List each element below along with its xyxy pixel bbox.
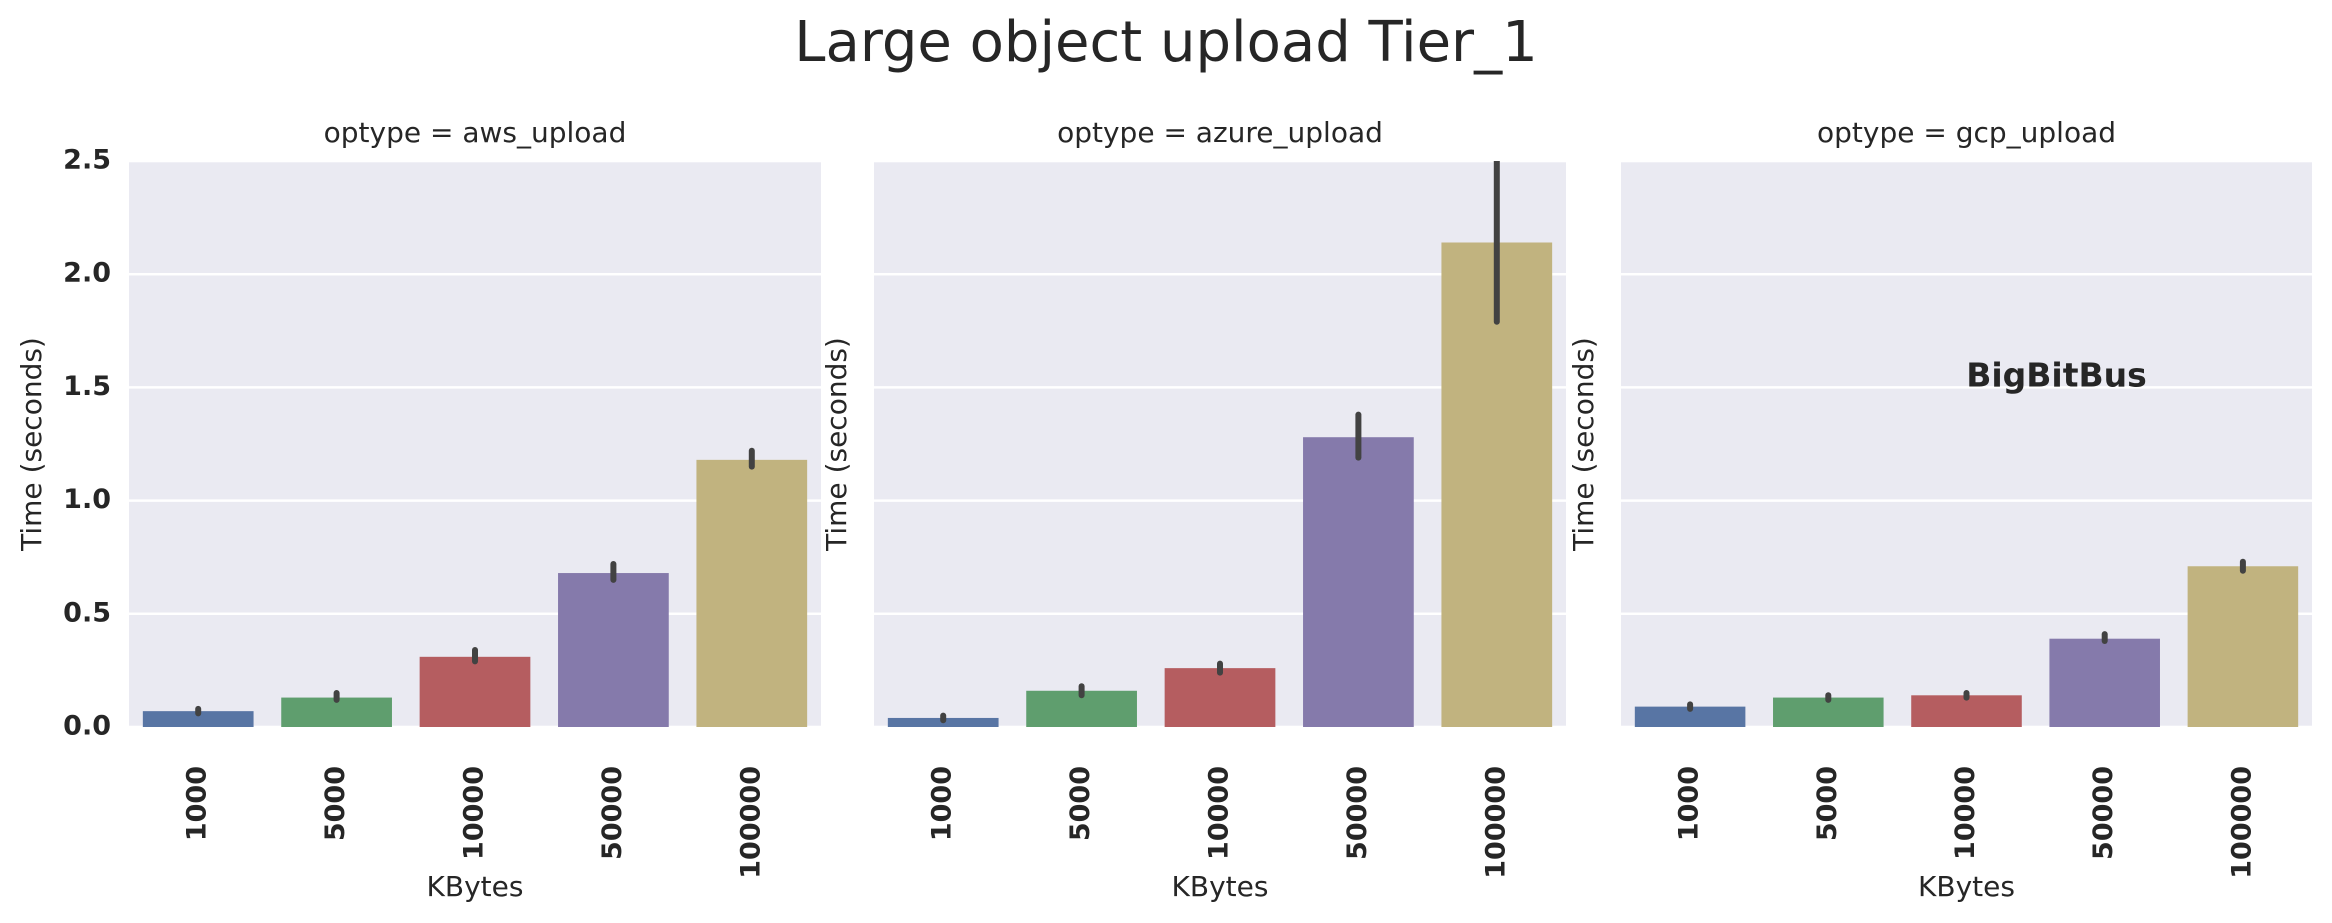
x-tick-label: 5000 (1065, 766, 1096, 841)
x-tick-label: 10000 (459, 766, 490, 860)
bar (1164, 668, 1276, 727)
plot-area (887, 161, 1553, 727)
x-tick-label: 50000 (1342, 766, 1373, 860)
x-tick-label: 1000 (1674, 766, 1705, 841)
x-tick-label: 5000 (1812, 766, 1843, 841)
y-axis-label: Time (seconds) (15, 337, 48, 552)
y-tick-label: 2.5 (63, 145, 111, 176)
y-axis-label: Time (seconds) (820, 337, 853, 552)
bar (419, 656, 531, 727)
x-tick-label: 100000 (735, 766, 766, 879)
x-axis-label: KBytes (1172, 870, 1269, 903)
bar (2187, 566, 2299, 727)
x-tick-label: 50000 (2088, 766, 2119, 860)
y-tick-label: 2.0 (63, 258, 111, 289)
plot-area (1634, 558, 2299, 727)
x-tick-label: 1000 (182, 766, 213, 841)
x-tick-label: 50000 (597, 766, 628, 860)
y-tick-label: 0.0 (63, 711, 111, 742)
figure-title: Large object upload Tier_1 (794, 10, 1537, 75)
y-tick-label: 0.5 (63, 597, 111, 628)
y-axis-label: Time (seconds) (1567, 337, 1600, 552)
panel-title: optype = gcp_upload (1817, 116, 2116, 149)
bar (558, 573, 669, 727)
x-tick-label: 10000 (1950, 766, 1981, 860)
x-axis-label: KBytes (427, 870, 524, 903)
bar (696, 459, 808, 727)
bar (2049, 638, 2160, 727)
x-tick-label: 1000 (927, 766, 958, 841)
bar (1911, 695, 2022, 727)
y-tick-label: 1.0 (63, 484, 111, 515)
x-tick-label: 10000 (1204, 766, 1235, 860)
plot-area (142, 447, 808, 727)
x-tick-label: 100000 (2226, 766, 2257, 879)
y-tick-label: 1.5 (63, 371, 111, 402)
panel-title: optype = azure_upload (1057, 116, 1383, 149)
x-tick-label: 100000 (1480, 766, 1511, 879)
bar (1303, 437, 1414, 727)
x-axis-label: KBytes (1918, 870, 2015, 903)
bar (1634, 706, 1746, 727)
annotation: BigBitBus (1966, 356, 2147, 395)
panel-title: optype = aws_upload (324, 116, 627, 149)
x-tick-label: 5000 (320, 766, 351, 841)
bar (142, 711, 254, 727)
